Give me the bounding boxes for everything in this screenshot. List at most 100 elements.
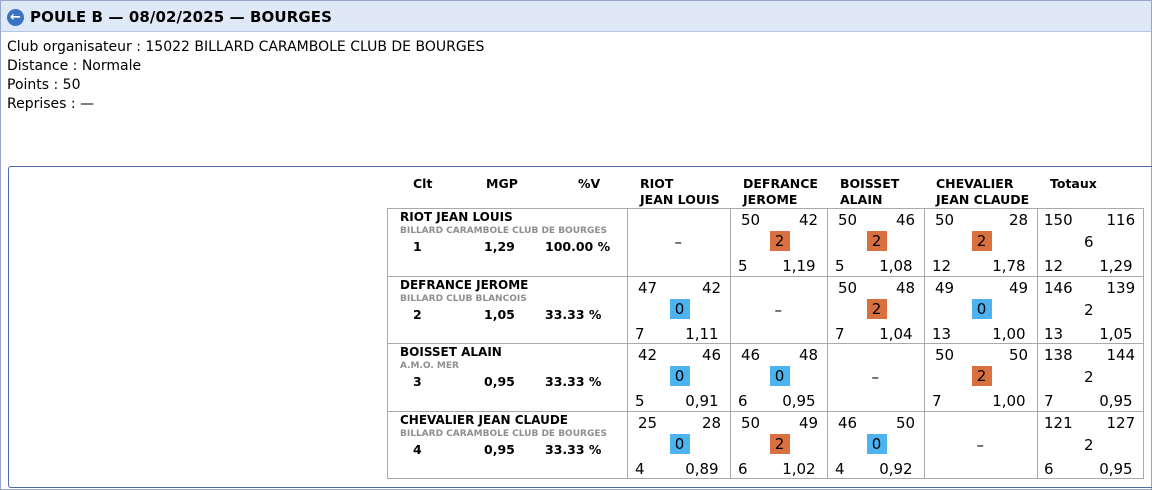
grid-line: [1037, 208, 1038, 478]
match-opponent-points: 28: [1009, 211, 1029, 229]
match-opponent-points: 49: [799, 414, 819, 432]
match-points: 50: [935, 211, 955, 229]
total-points: 138: [1044, 346, 1073, 364]
match-opponent-points: 42: [702, 279, 722, 297]
match-reprises: 5: [635, 392, 645, 410]
match-average: 1,02: [782, 460, 816, 478]
total-average: 0,95: [1099, 392, 1133, 410]
player-pct-wins: 100.00 %: [545, 239, 611, 254]
grid-line: [730, 208, 731, 478]
match-average: 1,19: [782, 257, 816, 275]
points: Points : 50: [7, 77, 81, 93]
match-result-badge: 0: [669, 434, 690, 454]
match-average: 1,08: [879, 257, 913, 275]
match-average: 1,04: [879, 325, 913, 343]
player-pct-wins: 33.33 %: [545, 307, 602, 322]
match-opponent-points: 48: [799, 346, 819, 364]
match-result-badge: 0: [769, 366, 790, 386]
match-points: 46: [838, 414, 858, 432]
organizer-club: Club organisateur : 15022 BILLARD CARAMB…: [7, 39, 485, 55]
match-points: 49: [935, 279, 955, 297]
match-opponent-points: 50: [896, 414, 916, 432]
match-average: 0,95: [782, 392, 816, 410]
player-rank: 2: [413, 307, 422, 322]
match-points: 50: [838, 211, 858, 229]
player-rank: 3: [413, 374, 422, 389]
match-reprises: 4: [835, 460, 845, 478]
player-mgp: 1,05: [484, 307, 515, 322]
grid-line: [387, 411, 1144, 412]
match-result-badge: 2: [866, 231, 887, 251]
match-reprises: 5: [835, 257, 845, 275]
grid-line: [627, 208, 628, 478]
match-average: 0,92: [879, 460, 913, 478]
match-average: 1,00: [992, 325, 1026, 343]
match-points: 46: [741, 346, 761, 364]
total-reprises: 6: [1044, 460, 1054, 478]
player-name: BOISSET ALAIN: [400, 345, 502, 359]
match-result-badge: 0: [971, 299, 992, 319]
player-club: BILLARD CARAMBOLE CLUB DE BOURGES: [400, 226, 607, 236]
match-reprises: 5: [738, 257, 748, 275]
total-match-points: 2: [1084, 301, 1094, 319]
match-reprises: 7: [635, 325, 645, 343]
empty-cell-dash: –: [674, 233, 683, 251]
match-points: 50: [838, 279, 858, 297]
total-opponent-points: 116: [1106, 211, 1136, 229]
player-rank: 4: [413, 442, 422, 457]
match-points: 50: [741, 211, 761, 229]
match-result-badge: 2: [971, 231, 992, 251]
match-reprises: 7: [932, 392, 942, 410]
match-average: 0,89: [685, 460, 719, 478]
match-reprises: 6: [738, 392, 748, 410]
total-points: 150: [1044, 211, 1073, 229]
player-name: RIOT JEAN LOUIS: [400, 210, 513, 224]
player-name: CHEVALIER JEAN CLAUDE: [400, 413, 568, 427]
total-points: 146: [1044, 279, 1073, 297]
match-opponent-points: 48: [896, 279, 916, 297]
match-average: 1,00: [992, 392, 1026, 410]
distance: Distance : Normale: [7, 58, 142, 74]
match-opponent-points: 46: [896, 211, 916, 229]
match-reprises: 13: [932, 325, 952, 343]
match-result-badge: 2: [769, 231, 790, 251]
player-name: DEFRANCE JEROME: [400, 278, 529, 292]
match-opponent-points: 28: [702, 414, 722, 432]
col-header-opponent: DEFRANCE JEROME: [743, 176, 818, 207]
total-average: 1,05: [1099, 325, 1133, 343]
player-pct-wins: 33.33 %: [545, 442, 602, 457]
col-header-opponent: BOISSET ALAIN: [840, 176, 900, 207]
back-arrow-icon[interactable]: ←: [7, 9, 24, 26]
match-opponent-points: 50: [1009, 346, 1029, 364]
grid-line: [387, 208, 388, 478]
match-result-badge: 2: [866, 299, 887, 319]
match-reprises: 6: [738, 460, 748, 478]
col-header-totals: Totaux: [1050, 176, 1097, 191]
match-reprises: 4: [635, 460, 645, 478]
match-points: 25: [638, 414, 658, 432]
total-points: 121: [1044, 414, 1073, 432]
total-match-points: 6: [1084, 233, 1094, 251]
grid-line: [387, 478, 1144, 479]
total-opponent-points: 127: [1106, 414, 1136, 432]
col-header-clt: Clt: [413, 176, 433, 191]
match-points: 42: [638, 346, 658, 364]
col-header-opponent: RIOT JEAN LOUIS: [640, 176, 720, 207]
match-average: 0,91: [685, 392, 719, 410]
total-average: 1,29: [1099, 257, 1133, 275]
reprises: Reprises : —: [7, 96, 95, 112]
grid-line: [924, 208, 925, 478]
match-opponent-points: 46: [702, 346, 722, 364]
total-opponent-points: 139: [1106, 279, 1136, 297]
player-pct-wins: 33.33 %: [545, 374, 602, 389]
col-header-opponent: CHEVALIER JEAN CLAUDE: [936, 176, 1030, 207]
empty-cell-dash: –: [774, 301, 783, 319]
player-club: BILLARD CLUB BLANCOIS: [400, 294, 527, 304]
col-header-pv: %V: [578, 176, 601, 191]
match-result-badge: 2: [769, 434, 790, 454]
col-header-mgp: MGP: [486, 176, 518, 191]
total-match-points: 2: [1084, 436, 1094, 454]
match-average: 1,11: [685, 325, 719, 343]
empty-cell-dash: –: [976, 436, 985, 454]
